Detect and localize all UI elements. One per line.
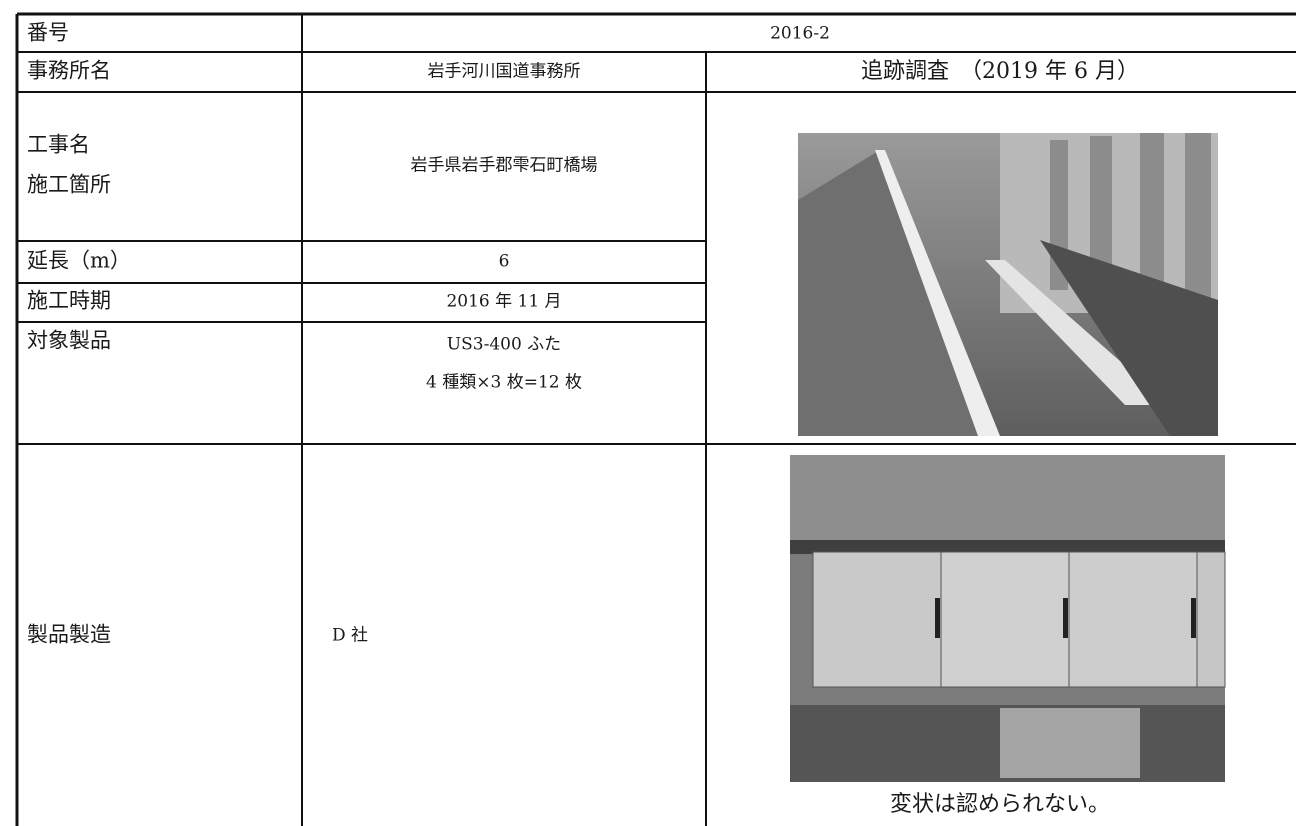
row-label: 対象製品 (27, 329, 111, 353)
row-label: 施工箇所 (27, 173, 111, 197)
row-value: 岩手河川国道事務所 (428, 62, 581, 82)
row-label: 番号 (27, 21, 69, 45)
survey-heading: 追跡調査 （2019 年 6 月） (861, 59, 1139, 84)
row-value: 2016-2 (770, 24, 830, 44)
row-label: 事務所名 (27, 59, 111, 83)
row-value: 2016 年 11 月 (446, 292, 561, 312)
photo-caption: 変状は認められない。 (890, 792, 1110, 817)
table-grid (15, 12, 1296, 826)
row-value: 岩手県岩手郡雫石町橋場 (411, 156, 598, 176)
row-value: 4 種類×3 枚=12 枚 (426, 373, 582, 393)
row-label: 製品製造 (27, 623, 111, 647)
row-label: 施工時期 (27, 289, 111, 313)
road-photo (798, 133, 1218, 436)
row-label: 延長（m） (27, 249, 131, 273)
row-value: 6 (499, 252, 510, 272)
row-value: US3-400 ふた (447, 335, 561, 355)
slab-photo (790, 455, 1226, 782)
row-value: D 社 (332, 626, 368, 646)
row-label: 工事名 (27, 133, 90, 157)
